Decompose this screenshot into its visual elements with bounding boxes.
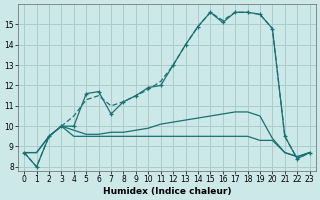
- X-axis label: Humidex (Indice chaleur): Humidex (Indice chaleur): [103, 187, 231, 196]
